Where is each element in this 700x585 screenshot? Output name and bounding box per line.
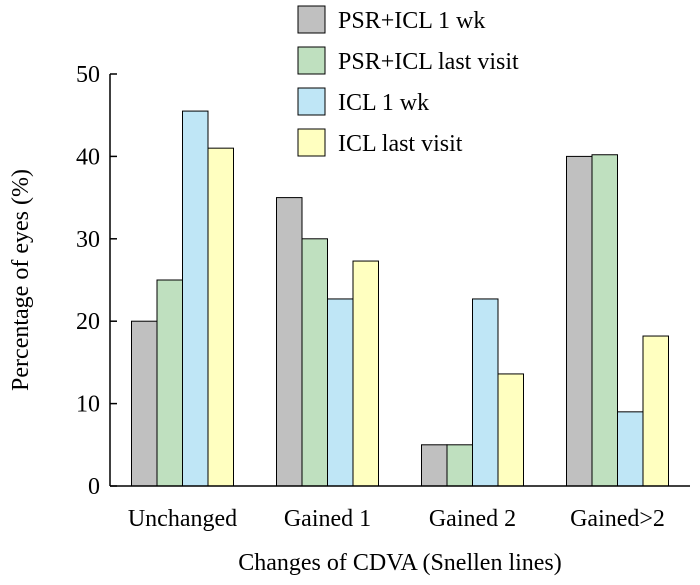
x-ticks-group: Unchanged Gained 1 Gained 2 Gained>2 bbox=[128, 506, 665, 532]
bar-series-3-category-0 bbox=[207, 147, 234, 487]
x-tick-label: Gained 2 bbox=[429, 506, 516, 532]
legend-swatch-1 bbox=[297, 46, 326, 75]
legend-label-2: ICL 1 wk bbox=[338, 90, 429, 116]
legend-swatch-2 bbox=[297, 87, 326, 116]
bar-series-3-category-3 bbox=[642, 335, 669, 487]
legend-swatch-0 bbox=[297, 5, 326, 34]
y-axis-title: Percentage of eyes (%) bbox=[8, 169, 34, 391]
bar-series-1-category-0 bbox=[156, 279, 183, 487]
x-tick-label: Gained>2 bbox=[570, 506, 665, 532]
x-tick-label: Gained 1 bbox=[284, 506, 371, 532]
bar-series-2-category-1 bbox=[327, 298, 354, 487]
legend-label-3: ICL last visit bbox=[338, 131, 463, 157]
y-tick-label: 10 bbox=[76, 392, 100, 418]
legend-swatch-3 bbox=[297, 128, 326, 157]
y-tick-label: 0 bbox=[88, 474, 100, 500]
bar-series-2-category-0 bbox=[182, 110, 209, 487]
axes-group bbox=[109, 74, 690, 487]
y-tick-label: 30 bbox=[76, 227, 100, 253]
x-axis-title: Changes of CDVA (Snellen lines) bbox=[238, 550, 562, 576]
bar-series-0-category-0 bbox=[131, 320, 158, 487]
bar-series-2-category-3 bbox=[617, 411, 644, 487]
y-tick-label: 20 bbox=[76, 309, 100, 335]
y-tick-label: 50 bbox=[76, 62, 100, 88]
bar-series-1-category-3 bbox=[591, 154, 618, 487]
y-tick-label: 40 bbox=[76, 144, 100, 170]
bar-series-3-category-1 bbox=[352, 260, 379, 487]
legend-label-0: PSR+ICL 1 wk bbox=[338, 8, 485, 34]
bars-group bbox=[131, 110, 669, 487]
bar-series-1-category-2 bbox=[446, 444, 473, 487]
legend-label-1: PSR+ICL last visit bbox=[338, 49, 519, 75]
bar-series-0-category-3 bbox=[566, 155, 593, 487]
legend: PSR+ICL 1 wk PSR+ICL last visit ICL 1 wk IC… bbox=[297, 5, 519, 157]
y-ticks-group: 0 10 20 30 40 50 bbox=[76, 62, 117, 500]
bar-series-3-category-2 bbox=[497, 373, 524, 487]
bar-series-2-category-2 bbox=[472, 298, 499, 487]
bar-series-0-category-2 bbox=[421, 444, 448, 487]
bar-series-1-category-1 bbox=[301, 238, 328, 487]
bar-series-0-category-1 bbox=[276, 197, 303, 487]
x-tick-label: Unchanged bbox=[128, 506, 237, 532]
